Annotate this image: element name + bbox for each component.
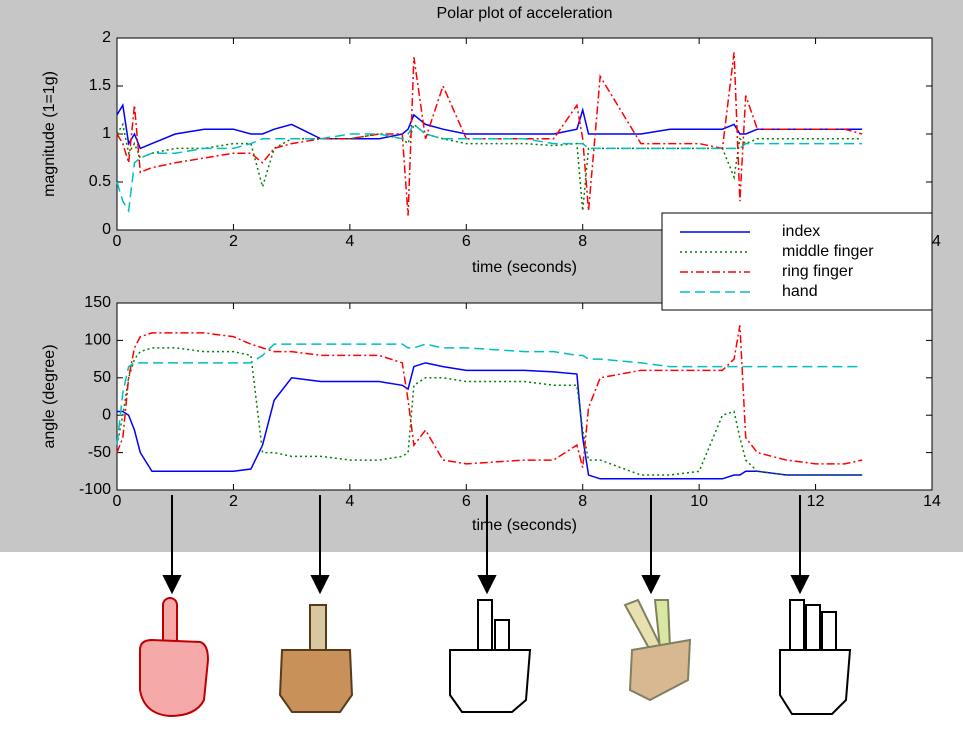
y-axis-label: magnitude (1=1g) xyxy=(41,71,58,197)
x-tick-label: 6 xyxy=(462,233,471,250)
y-tick-label: 0 xyxy=(102,221,111,238)
x-tick-label: 2 xyxy=(229,233,238,250)
y-axis-label: angle (degree) xyxy=(41,344,58,448)
y-tick-label: 1.5 xyxy=(89,77,111,94)
x-tick-label: 0 xyxy=(113,233,122,250)
hand-icon-two xyxy=(450,600,530,712)
x-tick-label: 10 xyxy=(690,493,708,510)
y-tick-label: 100 xyxy=(84,332,111,349)
x-tick-label: 0 xyxy=(113,493,122,510)
x-tick-label: 14 xyxy=(923,493,941,510)
plot-area xyxy=(117,303,932,490)
y-tick-label: 150 xyxy=(84,294,111,311)
y-tick-label: 0.5 xyxy=(89,173,111,190)
legend-label: index xyxy=(782,223,820,240)
legend-label: hand xyxy=(782,283,818,300)
x-tick-label: 4 xyxy=(345,233,354,250)
x-tick-label: 6 xyxy=(462,493,471,510)
x-axis-label: time (seconds) xyxy=(472,259,577,276)
x-axis-label: time (seconds) xyxy=(472,517,577,534)
legend-label: middle finger xyxy=(782,243,874,260)
x-tick-label: 8 xyxy=(578,233,587,250)
hand-icon-middle xyxy=(280,605,352,712)
legend-label: ring finger xyxy=(782,263,854,280)
hand-icon-index xyxy=(140,598,208,716)
y-tick-label: 50 xyxy=(93,369,111,386)
x-tick-label: 8 xyxy=(578,493,587,510)
hand-icon-peace xyxy=(625,600,690,700)
x-tick-label: 2 xyxy=(229,493,238,510)
y-tick-label: -50 xyxy=(88,444,111,461)
y-tick-label: 0 xyxy=(102,406,111,423)
y-tick-label: 2 xyxy=(102,29,111,46)
hand-icon-three xyxy=(780,600,850,714)
figure: Polar plot of acceleration 0 0.5 1 1.5 2 0 2 4 6 8… xyxy=(0,0,963,729)
chart-title: Polar plot of acceleration xyxy=(436,5,612,22)
y-tick-label: -100 xyxy=(79,481,111,498)
x-tick-label: 12 xyxy=(807,493,825,510)
y-tick-label: 1 xyxy=(102,125,111,142)
x-tick-label: 4 xyxy=(345,493,354,510)
